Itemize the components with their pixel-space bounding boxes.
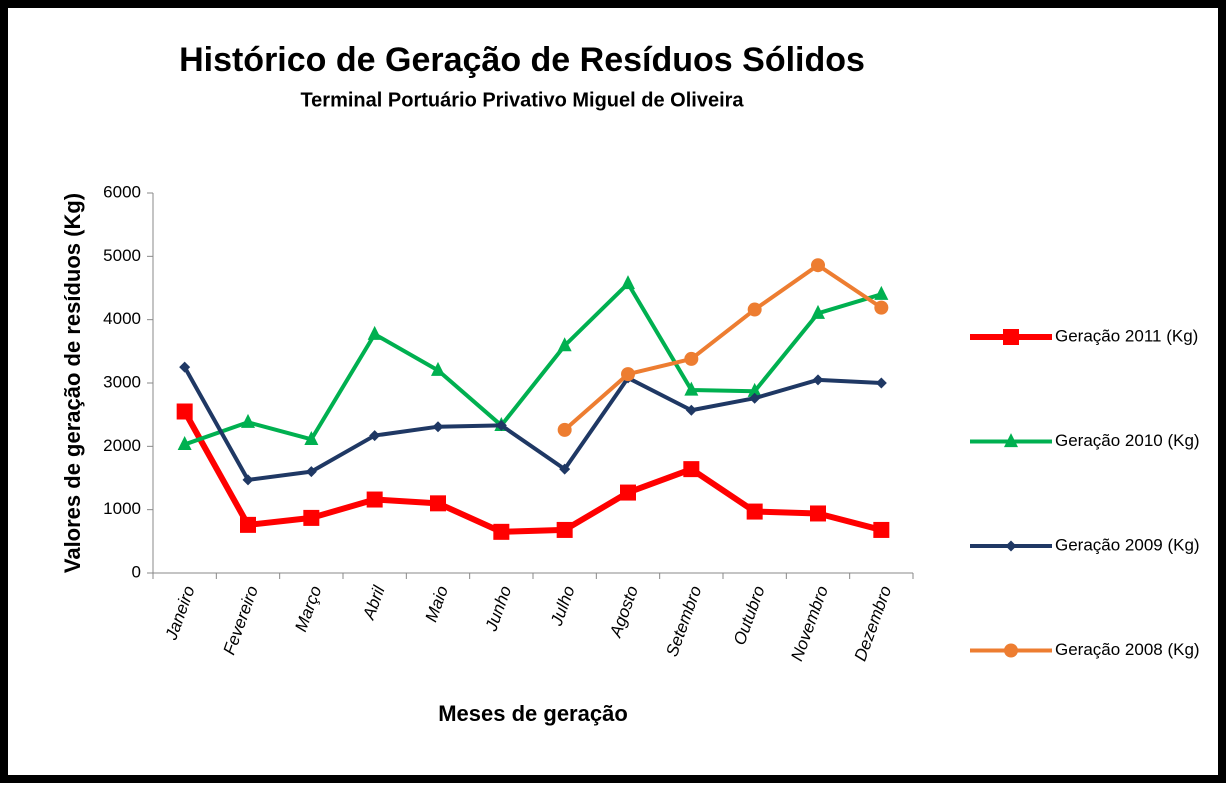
marker — [369, 430, 381, 442]
legend-label: Geração 2009 (Kg) — [1055, 535, 1200, 554]
marker — [557, 337, 572, 352]
marker — [305, 466, 317, 478]
y-axis-label: Valores de geração de resíduos (Kg) — [60, 193, 85, 573]
marker — [810, 505, 826, 522]
marker — [367, 325, 382, 340]
marker — [179, 361, 191, 373]
marker — [240, 516, 256, 533]
marker — [242, 474, 254, 486]
marker — [874, 285, 889, 300]
marker — [621, 367, 635, 382]
y-tick-label: 5000 — [103, 246, 141, 265]
marker — [241, 413, 255, 428]
y-tick-label: 6000 — [103, 182, 141, 201]
marker — [495, 419, 507, 431]
marker — [874, 300, 889, 315]
chart-title: Histórico de Geração de Resíduos Sólidos — [179, 41, 865, 79]
y-tick-label: 1000 — [103, 499, 141, 518]
marker — [873, 521, 890, 538]
marker — [1005, 540, 1017, 552]
marker — [557, 422, 572, 437]
marker — [746, 503, 763, 520]
marker — [431, 361, 445, 376]
marker — [1004, 433, 1018, 448]
marker — [556, 521, 573, 538]
marker — [621, 275, 635, 290]
marker — [1004, 643, 1018, 658]
marker — [684, 381, 699, 396]
marker — [620, 484, 636, 501]
marker — [303, 509, 320, 526]
marker — [493, 523, 510, 540]
y-tick-label: 3000 — [103, 372, 141, 391]
series-line — [182, 410, 883, 535]
marker — [811, 258, 825, 273]
chart-subtitle: Terminal Portuário Privativo Miguel de O… — [300, 89, 744, 111]
series-line — [182, 366, 882, 482]
marker — [875, 377, 887, 389]
marker — [747, 302, 762, 317]
marker — [432, 421, 444, 433]
marker — [430, 495, 446, 512]
legend-label: Geração 2010 (Kg) — [1055, 431, 1200, 450]
series-line — [184, 281, 882, 447]
marker — [812, 374, 824, 386]
y-tick-label: 4000 — [103, 309, 141, 328]
marker — [304, 430, 319, 445]
marker — [685, 404, 697, 416]
legend-label: Geração 2011 (Kg) — [1055, 326, 1198, 345]
marker — [684, 351, 699, 366]
marker — [176, 403, 193, 420]
y-tick-label: 0 — [132, 562, 141, 581]
marker — [559, 463, 571, 475]
x-axis-label: Meses de geração — [438, 701, 628, 726]
marker — [683, 461, 700, 478]
marker — [177, 436, 192, 451]
marker — [811, 304, 825, 319]
series-line — [563, 263, 883, 432]
marker — [749, 392, 761, 404]
marker — [747, 382, 762, 397]
marker — [1003, 329, 1019, 345]
y-tick-label: 2000 — [103, 436, 141, 455]
legend-label: Geração 2008 (Kg) — [1055, 640, 1200, 659]
marker — [366, 491, 383, 508]
